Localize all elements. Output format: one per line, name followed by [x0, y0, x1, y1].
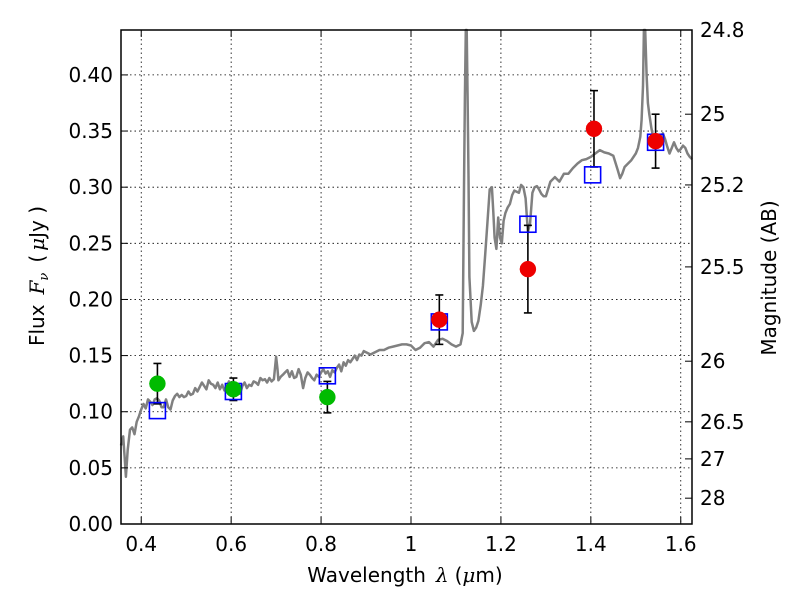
synthetic-square-marker: [519, 215, 537, 234]
y-tick-label: 0.30: [68, 175, 113, 199]
x-axis-label: Wavelength λ (μm): [307, 563, 502, 587]
observed-circle-marker: [225, 381, 242, 398]
y2-tick-label: 28: [700, 486, 725, 510]
observed-circle-marker: [431, 311, 448, 328]
x-tick-label: 0.8: [305, 532, 337, 556]
synthetic-square-marker: [318, 366, 337, 385]
x-tick-label: 1.2: [485, 532, 517, 556]
y2-tick-label: 27: [700, 447, 725, 471]
y2-tick-label: 26: [700, 349, 725, 373]
y-tick-label: 0.25: [68, 231, 113, 255]
ticks: 0.4 0.6 0.8 1 1.2 1.4 1.6 0.00 0.05 0.10 0.15 0.20 0…: [68, 18, 744, 556]
y2-tick-label: 26.5: [700, 410, 745, 434]
observed-circle-marker: [319, 388, 336, 406]
synthetic-square-marker: [148, 401, 167, 420]
y-tick-label: 0.15: [68, 344, 113, 368]
x-tick-label: 1.6: [665, 532, 697, 556]
y-tick-label: 0.00: [68, 512, 113, 536]
synthetic-square-marker: [583, 166, 602, 184]
y-tick-label: 0.10: [68, 400, 113, 424]
y-axis-label: FluxFν(μJy ): [25, 206, 52, 346]
x-tick-label: 1.4: [575, 532, 607, 556]
y-tick-label: 0.05: [68, 456, 113, 480]
x-tick-label: 1: [405, 532, 418, 556]
observed-circle-marker: [647, 132, 664, 150]
error-bars: [153, 89, 660, 414]
y-tick-label: 0.20: [68, 287, 113, 311]
y2-tick-label: 25.2: [700, 173, 745, 197]
synthetic-photometry-series: [148, 133, 665, 420]
y2-tick-label: 25: [700, 102, 725, 126]
y2-tick-label: 24.8: [700, 18, 745, 42]
spectrum-series: [119, 28, 693, 479]
y-tick-label: 0.35: [68, 119, 113, 143]
observed-photometry-series: [149, 120, 664, 406]
y2-tick-label: 25.5: [700, 255, 745, 279]
observed-circle-marker: [585, 120, 603, 138]
observed-circle-marker: [149, 375, 166, 392]
grid: [121, 30, 692, 524]
x-tick-label: 0.6: [215, 532, 247, 556]
y-tick-label: 0.40: [68, 63, 113, 87]
spectrum-line: [119, 28, 693, 479]
observed-circle-marker: [519, 260, 537, 278]
secondary-y-axis-label: Magnitude (AB): [757, 200, 781, 355]
x-tick-label: 0.4: [125, 532, 157, 556]
axes-frame: [120, 29, 693, 525]
